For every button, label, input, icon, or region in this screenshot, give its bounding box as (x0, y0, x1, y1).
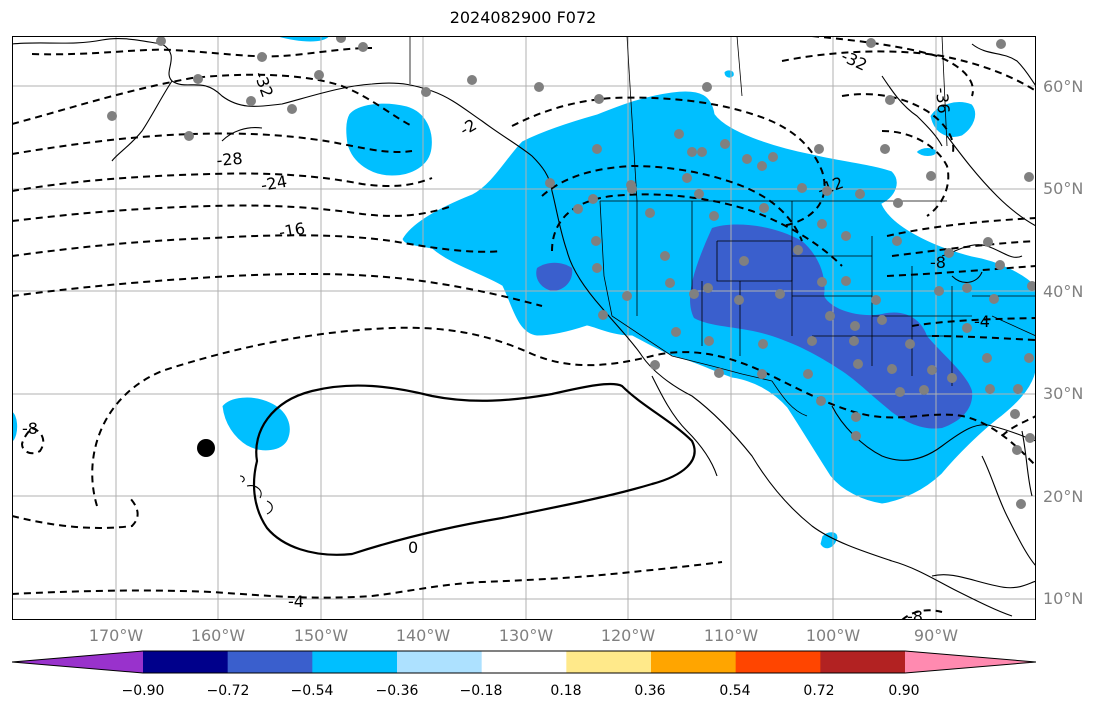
black-marker-dot (197, 439, 215, 457)
lon-label: 130°W (498, 626, 554, 645)
contour-label: -16 (277, 219, 306, 242)
lat-label: 60°N (1043, 77, 1084, 96)
colorbar-tick-label: 0.36 (634, 683, 666, 699)
zero-contour (252, 382, 696, 556)
lat-label: 30°N (1043, 384, 1084, 403)
lat-label: 20°N (1043, 487, 1084, 506)
colorbar-tick-label: −0.54 (290, 683, 334, 699)
lon-label: 120°W (600, 626, 656, 645)
contour-label: -24 (259, 172, 288, 195)
lat-label: 10°N (1043, 589, 1084, 608)
lon-label: 170°W (88, 626, 144, 645)
station-dots (107, 36, 1036, 509)
colorbar-tick-label: 0.72 (803, 683, 835, 699)
map-panel: -32 -32 -36 -28 -24 -16 -2 -12 -8 -8 -4 … (12, 36, 1036, 620)
map-title: 2024082900 F072 (449, 8, 597, 27)
colorbar-cell (735, 651, 821, 673)
contour-label: -8 (930, 253, 946, 272)
colorbar-cell (481, 651, 567, 673)
colorbar-extend-high (905, 651, 1036, 673)
contour-label: -8 (22, 419, 38, 438)
colorbar-tick-label: −0.36 (375, 683, 419, 699)
colorbar-cell (397, 651, 483, 673)
lon-label: 100°W (805, 626, 861, 645)
colorbar-cell (651, 651, 737, 673)
lat-label: 50°N (1043, 179, 1084, 198)
colorbar-extend-low (12, 651, 143, 673)
lon-label: 140°W (395, 626, 451, 645)
contour-label: -4 (288, 592, 304, 611)
colorbar-tick-label: −0.18 (459, 683, 503, 699)
dashed-contours (12, 36, 1036, 620)
colorbar-tick-label: 0.90 (888, 683, 920, 699)
dark-blue-shading (536, 224, 973, 429)
colorbar-cell (820, 651, 906, 673)
lon-label: 90°W (913, 626, 959, 645)
lat-label: 40°N (1043, 282, 1084, 301)
colorbar-cell (227, 651, 313, 673)
colorbar-cell (566, 651, 652, 673)
contour-label: -4 (974, 312, 990, 331)
colorbar-tick-label: 0.18 (550, 683, 582, 699)
colorbar-tick-label: −0.90 (121, 683, 165, 699)
colorbar-cell (312, 651, 398, 673)
contour-label: 0 (408, 538, 418, 557)
lon-label: 160°W (190, 626, 246, 645)
colorbar-cell (143, 651, 229, 673)
contour-label: -36 (932, 87, 953, 115)
lon-label: 150°W (293, 626, 349, 645)
contour-label: -8 (907, 607, 923, 620)
colorbar-tick-label: 0.54 (719, 683, 751, 699)
contour-label: -28 (216, 149, 244, 170)
colorbar-tick-label: −0.72 (206, 683, 250, 699)
lon-label: 110°W (703, 626, 759, 645)
colorbar (12, 650, 1036, 674)
